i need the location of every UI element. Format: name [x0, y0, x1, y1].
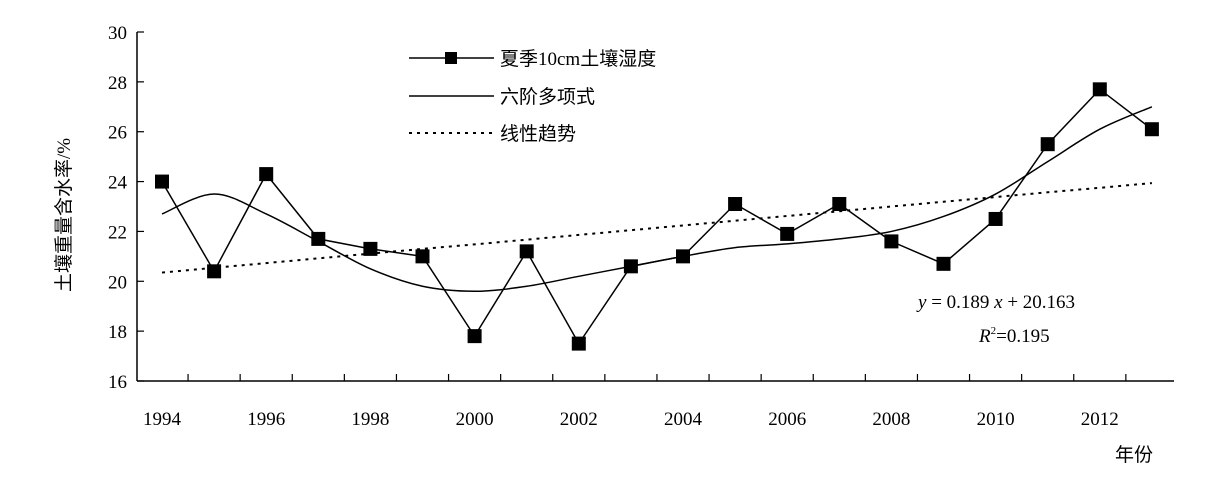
y-tick-label: 28	[108, 73, 127, 94]
data-point-marker	[1040, 137, 1055, 152]
data-point-marker	[884, 234, 899, 249]
y-tick-label: 22	[108, 222, 127, 243]
series-line-linear-trend	[161, 182, 1152, 274]
legend-observed-label: 夏季10cm土壤湿度	[500, 48, 656, 70]
y-tick-label: 26	[108, 123, 127, 144]
r2-r: R	[978, 326, 991, 347]
data-point-marker	[467, 329, 482, 344]
eq-intercept: + 20.163	[1003, 292, 1075, 313]
x-tick-label: 2000	[456, 409, 494, 430]
legend-item-linear: 线性趋势	[409, 123, 576, 145]
data-point-marker	[780, 226, 795, 241]
data-point-marker	[832, 197, 847, 212]
r2-sup: 2	[991, 325, 997, 337]
data-point-marker	[571, 336, 586, 351]
r-squared: R2=0.195	[978, 325, 1050, 347]
data-point-marker	[311, 231, 326, 246]
data-point-marker	[259, 167, 274, 182]
y-tick-label: 18	[108, 322, 127, 343]
data-point-marker	[936, 256, 951, 271]
y-tick-label: 24	[108, 173, 128, 194]
data-point-marker	[988, 211, 1003, 226]
x-tick-label: 2006	[768, 409, 806, 430]
y-tick-label: 16	[108, 372, 127, 393]
series-layer	[155, 82, 1159, 351]
legend-poly-label: 六阶多项式	[500, 86, 595, 108]
eq-x: x	[993, 292, 1003, 313]
data-point-marker	[728, 197, 743, 212]
eq-slope: = 0.189	[926, 292, 994, 313]
data-point-marker	[155, 174, 169, 189]
legend-observed-marker	[445, 52, 457, 64]
regression-equation: y = 0.189 x + 20.163	[916, 292, 1075, 313]
x-tick-label: 2012	[1081, 409, 1119, 430]
r2-value: =0.195	[996, 326, 1049, 347]
y-tick-label: 30	[108, 23, 127, 44]
x-ticks: 1994 1996 1998 2000 2002 2004 2006 2008 2010 2012	[143, 374, 1127, 430]
x-tick-label: 2008	[872, 409, 910, 430]
eq-y: y	[916, 292, 927, 313]
x-tick-label: 1996	[247, 409, 285, 430]
x-axis-title: 年份	[1115, 444, 1153, 466]
x-tick-label: 1998	[351, 409, 389, 430]
x-tick-label: 2002	[560, 409, 598, 430]
data-point-marker	[519, 244, 534, 259]
series-line-polynomial	[161, 106, 1153, 293]
x-tick-label: 1994	[143, 409, 182, 430]
data-point-marker	[1144, 122, 1159, 137]
legend-item-poly: 六阶多项式	[409, 86, 595, 108]
data-point-marker	[415, 249, 430, 264]
data-point-marker	[363, 241, 378, 256]
legend-item-observed: 夏季10cm土壤湿度	[409, 48, 656, 70]
y-tick-label: 20	[108, 272, 127, 293]
y-ticks: 16 18 20 22 24 26 28 30	[108, 23, 144, 393]
x-tick-label: 2010	[977, 409, 1015, 430]
legend: 夏季10cm土壤湿度 六阶多项式 线性趋势	[409, 48, 656, 145]
y-axis-title: 土壤重量含水率/%	[53, 138, 75, 292]
x-tick-label: 2004	[664, 409, 703, 430]
data-point-marker	[1092, 82, 1107, 97]
legend-linear-label: 线性趋势	[500, 123, 576, 145]
